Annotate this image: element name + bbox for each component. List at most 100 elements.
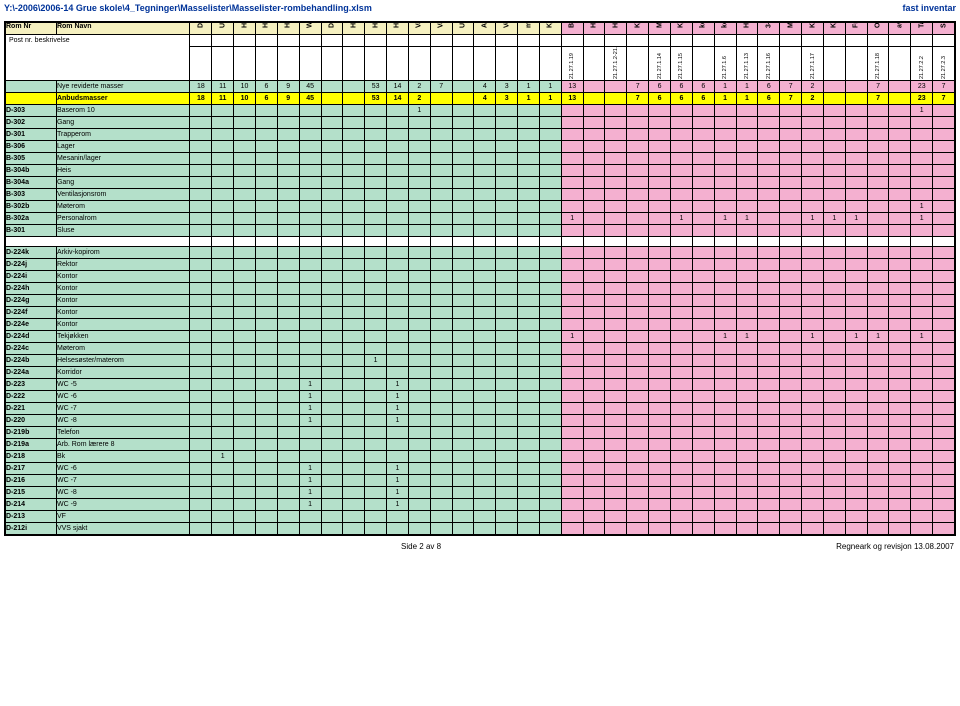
cell — [277, 511, 299, 523]
cell — [933, 511, 955, 523]
cell — [605, 153, 627, 165]
cell — [780, 523, 802, 535]
cell: 1 — [212, 451, 234, 463]
cell — [212, 391, 234, 403]
cell — [343, 451, 365, 463]
cell — [889, 105, 911, 117]
cell — [911, 451, 933, 463]
cell — [387, 105, 409, 117]
cell — [802, 189, 824, 201]
cell — [561, 295, 583, 307]
cell — [561, 283, 583, 295]
cell — [867, 117, 889, 129]
table-row: D-224jRektor — [6, 259, 955, 271]
cell — [452, 463, 474, 475]
cell — [452, 367, 474, 379]
cell — [714, 499, 736, 511]
cell — [234, 259, 256, 271]
cell: 23 — [911, 93, 933, 105]
cell — [605, 511, 627, 523]
cell — [867, 487, 889, 499]
cell — [190, 367, 212, 379]
cell: 2 — [408, 93, 430, 105]
cell — [889, 177, 911, 189]
cell — [365, 499, 387, 511]
cell: 13 — [561, 93, 583, 105]
col-header: avtrekksventilator innebygd — [889, 23, 911, 35]
cell — [234, 439, 256, 451]
code-cell: 21.27.1.15 — [671, 47, 693, 81]
cell — [933, 343, 955, 355]
cell — [605, 283, 627, 295]
cell — [867, 403, 889, 415]
cell — [627, 141, 649, 153]
cell — [496, 129, 518, 141]
cell — [561, 511, 583, 523]
cell: 1 — [387, 499, 409, 511]
cell — [452, 129, 474, 141]
cell: 7 — [627, 93, 649, 105]
cell — [823, 105, 845, 117]
cell — [802, 427, 824, 439]
cell — [539, 451, 561, 463]
cell — [299, 283, 321, 295]
cell — [583, 247, 605, 259]
cell — [627, 463, 649, 475]
cell — [845, 177, 867, 189]
postnr-row: Post nr. beskrivelse — [6, 35, 955, 47]
cell — [583, 415, 605, 427]
cell — [255, 511, 277, 523]
cell — [452, 283, 474, 295]
cell — [299, 511, 321, 523]
cell — [845, 141, 867, 153]
cell — [867, 225, 889, 237]
table-row: D-215WC -811 — [6, 487, 955, 499]
cell — [539, 463, 561, 475]
col-header: Skinnesystem for lerret 4m — [933, 23, 955, 35]
cell — [343, 247, 365, 259]
cell: 7 — [627, 81, 649, 93]
cell — [190, 247, 212, 259]
cell — [518, 283, 540, 295]
cell — [561, 259, 583, 271]
cell — [845, 523, 867, 535]
cell — [605, 295, 627, 307]
cell — [736, 247, 758, 259]
table-row: D-221WC -711 — [6, 403, 955, 415]
cell — [583, 93, 605, 105]
cell — [649, 475, 671, 487]
cell — [889, 427, 911, 439]
cell — [802, 201, 824, 213]
cell — [387, 343, 409, 355]
cell — [867, 367, 889, 379]
cell: 45 — [299, 93, 321, 105]
cell — [212, 117, 234, 129]
cell — [234, 379, 256, 391]
cell — [408, 391, 430, 403]
cell — [452, 295, 474, 307]
cell — [802, 487, 824, 499]
table-row: B-302aPersonalrom11111111 — [6, 213, 955, 225]
cell — [758, 283, 780, 295]
cell — [823, 343, 845, 355]
cell — [277, 295, 299, 307]
cell — [736, 355, 758, 367]
cell — [234, 271, 256, 283]
cell — [933, 427, 955, 439]
cell — [387, 295, 409, 307]
cell — [255, 439, 277, 451]
cell — [867, 153, 889, 165]
cell — [212, 105, 234, 117]
cell — [474, 439, 496, 451]
col-header: Avtrekkshette med vifte — [474, 23, 496, 35]
cell — [430, 259, 452, 271]
cell — [518, 439, 540, 451]
cell — [671, 379, 693, 391]
cell — [845, 463, 867, 475]
cell — [627, 259, 649, 271]
cell — [365, 259, 387, 271]
code-cell: 21.27.1.16 — [758, 47, 780, 81]
cell — [299, 427, 321, 439]
cell — [933, 439, 955, 451]
col-header: Utslagsvask rustfritt stål med benk og s… — [452, 23, 474, 35]
